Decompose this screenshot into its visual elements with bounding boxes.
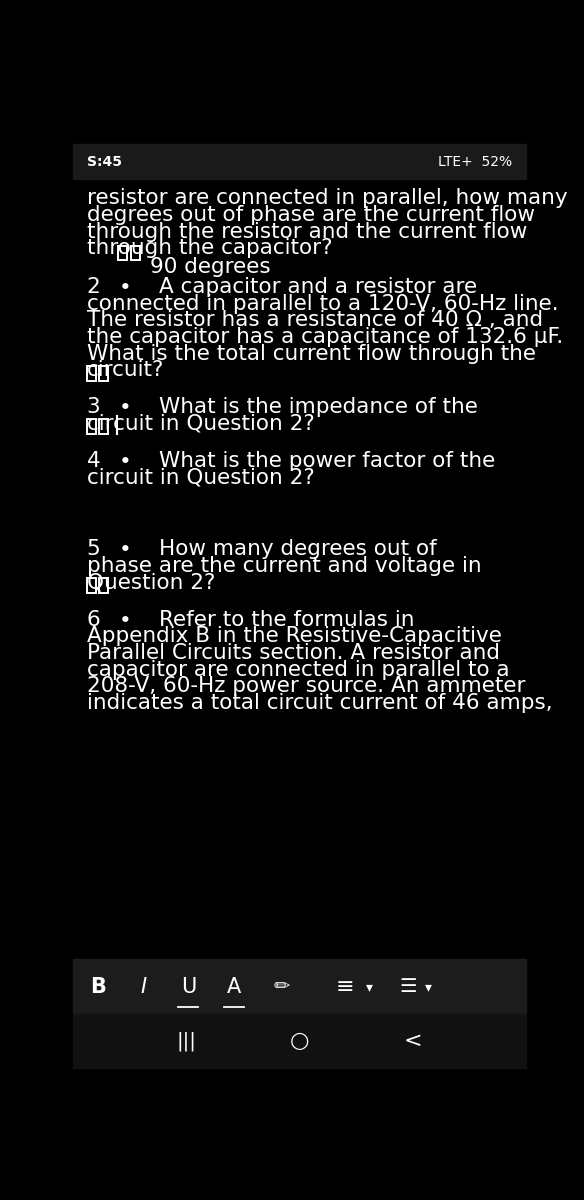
- Text: What is the impedance of the: What is the impedance of the: [159, 397, 478, 418]
- Bar: [99, 419, 108, 434]
- Text: 90 degrees: 90 degrees: [151, 257, 271, 277]
- Bar: [99, 366, 108, 380]
- Bar: [86, 578, 96, 593]
- Text: through the capacitor?: through the capacitor?: [86, 239, 332, 258]
- Text: Parallel Circuits section. A resistor and: Parallel Circuits section. A resistor an…: [86, 643, 499, 662]
- Text: •: •: [119, 278, 131, 298]
- Text: 4: 4: [86, 451, 100, 470]
- Text: A: A: [227, 977, 241, 997]
- Text: indicates a total circuit current of 46 amps,: indicates a total circuit current of 46 …: [86, 692, 552, 713]
- Text: through the resistor and the current flow: through the resistor and the current flo…: [86, 222, 527, 241]
- Text: 208-V, 60-Hz power source. An ammeter: 208-V, 60-Hz power source. An ammeter: [86, 677, 525, 696]
- Bar: [86, 366, 96, 380]
- Text: ▾: ▾: [425, 979, 432, 994]
- Bar: [99, 578, 108, 593]
- Text: ○: ○: [290, 1031, 309, 1051]
- Text: ≡: ≡: [335, 977, 354, 997]
- Text: A capacitor and a resistor are: A capacitor and a resistor are: [159, 277, 477, 298]
- Text: B: B: [90, 977, 106, 997]
- Text: I: I: [140, 977, 146, 997]
- Text: |||: |||: [176, 1032, 196, 1051]
- Text: degrees out of phase are the current flow: degrees out of phase are the current flo…: [86, 205, 534, 224]
- Text: resistor are connected in parallel, how many: resistor are connected in parallel, how …: [86, 188, 567, 209]
- Text: •: •: [119, 540, 131, 560]
- Text: 2: 2: [86, 277, 100, 298]
- Text: the capacitor has a capacitance of 132.6 µF.: the capacitor has a capacitance of 132.6…: [86, 326, 563, 347]
- Text: capacitor are connected in parallel to a: capacitor are connected in parallel to a: [86, 660, 509, 679]
- Text: S:45: S:45: [86, 155, 121, 168]
- Text: circuit?: circuit?: [86, 360, 164, 380]
- Text: U: U: [180, 977, 196, 997]
- Text: •: •: [119, 451, 131, 472]
- Text: •: •: [119, 611, 131, 631]
- Text: •: •: [119, 398, 131, 418]
- Bar: [118, 246, 127, 260]
- Text: 3: 3: [86, 397, 100, 418]
- Text: <: <: [403, 1031, 422, 1051]
- Text: Refer to the formulas in: Refer to the formulas in: [159, 610, 415, 630]
- Text: Question 2?: Question 2?: [86, 572, 215, 593]
- Text: connected in parallel to a 120-V, 60-Hz line.: connected in parallel to a 120-V, 60-Hz …: [86, 294, 558, 313]
- Text: phase are the current and voltage in: phase are the current and voltage in: [86, 556, 481, 576]
- Bar: [131, 246, 140, 260]
- Text: Appendix B in the Resistive-Capacitive: Appendix B in the Resistive-Capacitive: [86, 626, 502, 647]
- Text: 5: 5: [86, 540, 100, 559]
- Bar: [73, 144, 526, 179]
- Text: How many degrees out of: How many degrees out of: [159, 540, 437, 559]
- Text: circuit in Question 2?: circuit in Question 2?: [86, 467, 314, 487]
- Text: What is the total current flow through the: What is the total current flow through t…: [86, 343, 536, 364]
- Text: LTE+  52%: LTE+ 52%: [438, 155, 512, 168]
- Bar: [73, 1014, 526, 1068]
- Bar: [86, 419, 96, 434]
- Text: The resistor has a resistance of 40 Ω , and: The resistor has a resistance of 40 Ω , …: [86, 311, 543, 330]
- Text: ▾: ▾: [366, 979, 373, 994]
- Text: 6: 6: [86, 610, 100, 630]
- Bar: [73, 959, 526, 1014]
- Text: circuit in Question 2?: circuit in Question 2?: [86, 414, 314, 434]
- Text: What is the power factor of the: What is the power factor of the: [159, 451, 495, 470]
- Text: ✏: ✏: [273, 977, 290, 996]
- Text: ☰: ☰: [399, 977, 416, 996]
